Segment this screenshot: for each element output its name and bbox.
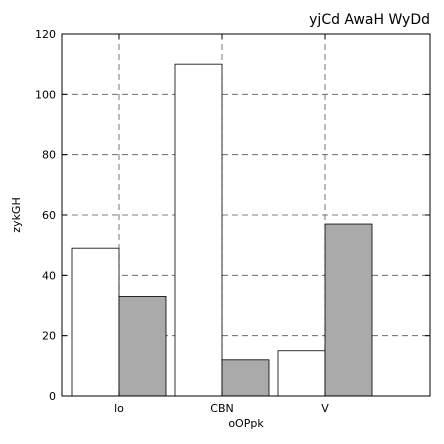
- y-axis-ticks: 0 20 40 60 80 100 120: [35, 28, 430, 403]
- x-tick-label: lo: [114, 402, 124, 415]
- x-axis-label: oOPpk: [228, 417, 264, 430]
- bar: [221, 359, 270, 397]
- x-axis-ticks: lo CBN V: [114, 34, 329, 415]
- y-tick-label: 40: [42, 269, 56, 282]
- bar: [118, 296, 167, 397]
- x-tick-label: CBN: [210, 402, 233, 415]
- chart-title: yjCd AwaH WyDd: [309, 12, 430, 28]
- bar: [174, 63, 223, 397]
- y-axis-label: zykGH: [10, 197, 23, 232]
- y-tick-label: 100: [35, 88, 56, 101]
- bars: [71, 63, 373, 397]
- y-tick-label: 0: [49, 390, 56, 403]
- y-tick-label: 20: [42, 330, 56, 343]
- y-tick-label: 120: [35, 28, 56, 41]
- y-tick-label: 60: [42, 209, 56, 222]
- bar: [277, 350, 326, 397]
- bar: [71, 247, 120, 397]
- y-tick-label: 80: [42, 149, 56, 162]
- x-tick-label: V: [321, 402, 329, 415]
- bar: [324, 223, 373, 397]
